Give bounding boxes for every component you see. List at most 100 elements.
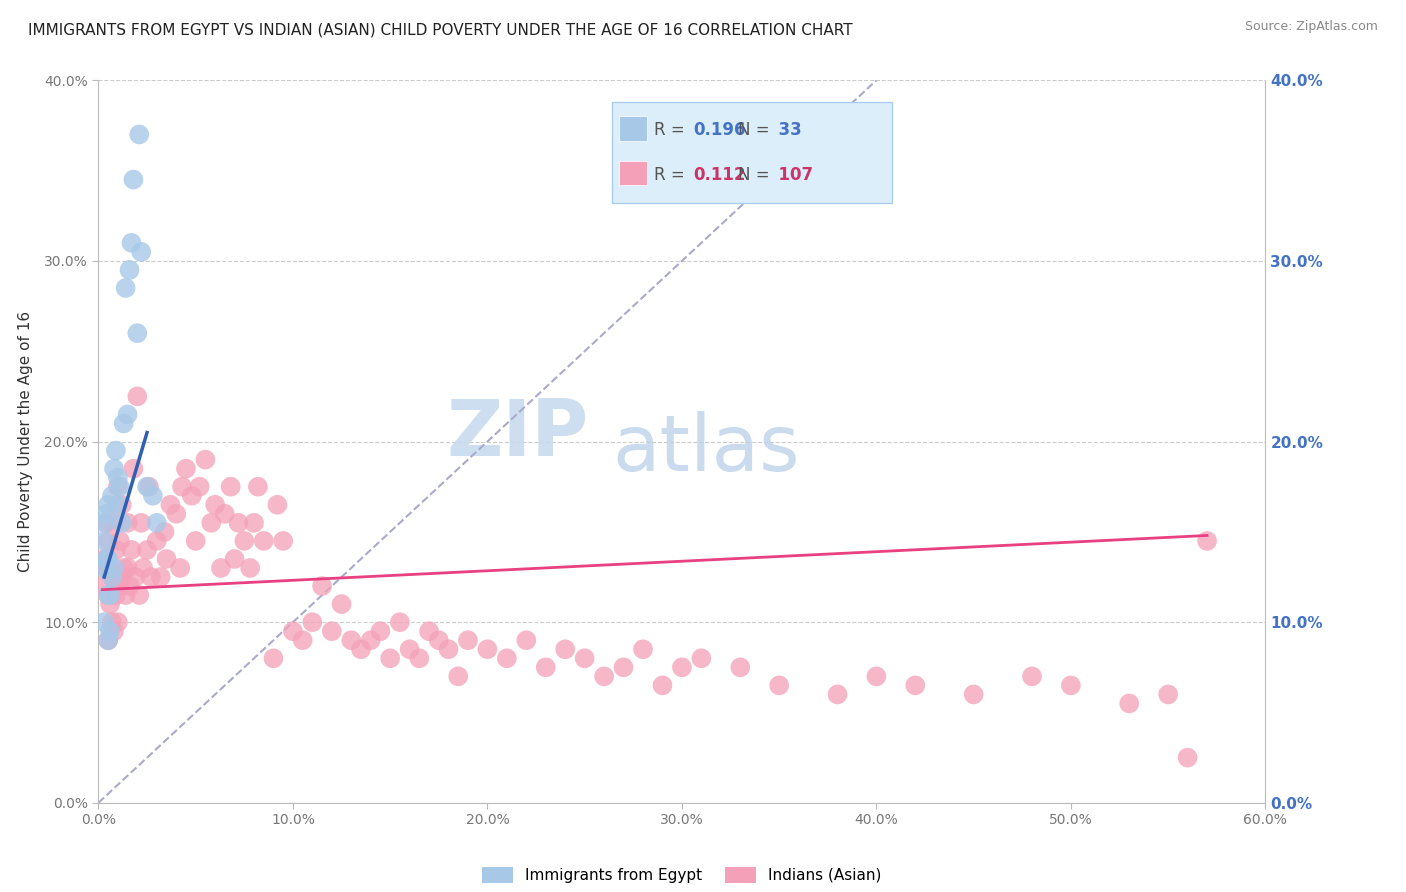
Point — [146, 533, 169, 548]
Point — [107, 615, 129, 630]
Point — [496, 651, 519, 665]
Point — [96, 507, 118, 521]
Point — [768, 678, 790, 692]
Text: atlas: atlas — [612, 410, 800, 487]
Text: 33: 33 — [766, 121, 801, 139]
Point — [534, 660, 557, 674]
Point — [159, 498, 181, 512]
Point — [107, 480, 129, 494]
Point — [93, 533, 115, 548]
Point — [97, 533, 120, 548]
Text: R =: R = — [654, 121, 690, 139]
Point — [124, 570, 146, 584]
Y-axis label: Child Poverty Under the Age of 16: Child Poverty Under the Age of 16 — [18, 311, 32, 572]
Point — [138, 480, 160, 494]
Point — [129, 516, 152, 530]
Point — [1157, 687, 1180, 701]
Point — [554, 642, 576, 657]
Point — [169, 561, 191, 575]
Point — [370, 624, 392, 639]
Point — [301, 615, 323, 630]
Point — [97, 552, 120, 566]
Point — [127, 389, 149, 403]
Point — [111, 570, 134, 584]
Point — [93, 561, 115, 575]
Text: 0.112: 0.112 — [693, 166, 747, 184]
Point — [103, 561, 125, 575]
Point — [188, 480, 211, 494]
Point — [98, 597, 121, 611]
Point — [515, 633, 537, 648]
Point — [228, 516, 250, 530]
Point — [104, 542, 127, 557]
Point — [103, 516, 125, 530]
Point — [96, 552, 118, 566]
Point — [613, 660, 636, 674]
Point — [98, 624, 121, 639]
Point — [574, 651, 596, 665]
Text: ZIP: ZIP — [446, 396, 589, 473]
Point — [122, 461, 145, 475]
Point — [408, 651, 430, 665]
Point — [91, 579, 114, 593]
Point — [128, 588, 150, 602]
Text: Source: ZipAtlas.com: Source: ZipAtlas.com — [1244, 20, 1378, 33]
Point — [291, 633, 314, 648]
Point — [651, 678, 673, 692]
Point — [174, 461, 197, 475]
Point — [340, 633, 363, 648]
Point — [155, 552, 177, 566]
Point — [117, 561, 139, 575]
Point — [388, 615, 411, 630]
Point — [104, 588, 127, 602]
Point — [107, 471, 129, 485]
Point — [631, 642, 654, 657]
Point — [117, 408, 139, 422]
Point — [418, 624, 440, 639]
Point — [103, 624, 125, 639]
Point — [165, 507, 187, 521]
Point — [97, 633, 120, 648]
Point — [93, 615, 115, 630]
Point — [136, 542, 159, 557]
Text: N =: N = — [738, 166, 775, 184]
Point — [1195, 533, 1218, 548]
Point — [224, 552, 246, 566]
Point — [350, 642, 373, 657]
Point — [360, 633, 382, 648]
Point — [101, 489, 124, 503]
Point — [101, 570, 124, 584]
Point — [97, 498, 120, 512]
Point — [118, 263, 141, 277]
Point — [380, 651, 402, 665]
Point — [96, 516, 118, 530]
Point — [180, 489, 202, 503]
Point — [93, 552, 115, 566]
Point — [97, 588, 120, 602]
Text: IMMIGRANTS FROM EGYPT VS INDIAN (ASIAN) CHILD POVERTY UNDER THE AGE OF 16 CORREL: IMMIGRANTS FROM EGYPT VS INDIAN (ASIAN) … — [28, 22, 853, 37]
Point — [962, 687, 984, 701]
Point — [136, 480, 159, 494]
Point — [246, 480, 269, 494]
Point — [1021, 669, 1043, 683]
Point — [330, 597, 353, 611]
Point — [427, 633, 450, 648]
Point — [262, 651, 284, 665]
Point — [204, 498, 226, 512]
Point — [253, 533, 276, 548]
Point — [112, 561, 135, 575]
Point — [243, 516, 266, 530]
Point — [114, 281, 136, 295]
Point — [118, 579, 141, 593]
Point — [117, 516, 139, 530]
Point — [827, 687, 849, 701]
Point — [98, 588, 121, 602]
Point — [112, 417, 135, 431]
Point — [730, 660, 752, 674]
Point — [108, 480, 131, 494]
Point — [104, 443, 127, 458]
Point — [311, 579, 333, 593]
Point — [219, 480, 242, 494]
Point — [233, 533, 256, 548]
Point — [97, 588, 120, 602]
